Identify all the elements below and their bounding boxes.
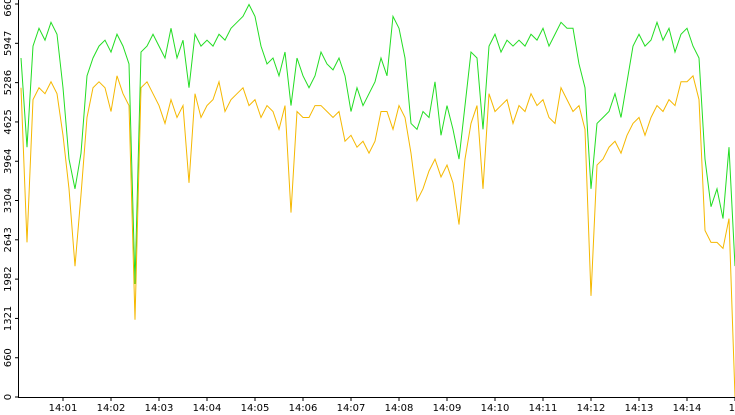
x-tick-label: 14:07 xyxy=(337,403,366,414)
series-line xyxy=(20,74,735,398)
x-tick-label: 14:03 xyxy=(145,403,174,414)
x-tick-label: 14 xyxy=(729,403,735,414)
y-tick-label: 5286 xyxy=(3,70,14,95)
x-tick-label: 14:01 xyxy=(49,403,78,414)
series-line xyxy=(20,3,735,285)
x-tick-label: 14:05 xyxy=(241,403,270,414)
x-tick-label: 14:04 xyxy=(193,403,222,414)
y-tick-label: 0 xyxy=(3,394,14,400)
x-tick-label: 14:06 xyxy=(289,403,318,414)
x-tick-label: 14:14 xyxy=(673,403,702,414)
y-tick-label: 4625 xyxy=(3,109,14,134)
x-tick-label: 14:09 xyxy=(433,403,462,414)
y-tick-label: 6608 xyxy=(3,0,14,17)
y-tick-label: 1982 xyxy=(3,266,14,291)
x-tick-label: 14:11 xyxy=(529,403,558,414)
x-tick-label: 14:12 xyxy=(577,403,606,414)
y-tick-label: 3964 xyxy=(3,149,14,174)
x-tick-label: 14:08 xyxy=(385,403,414,414)
x-tick-label: 14:10 xyxy=(481,403,510,414)
x-tick-label: 14:02 xyxy=(97,403,126,414)
y-tick-label: 660 xyxy=(3,348,14,367)
y-tick-label: 2643 xyxy=(3,227,14,252)
y-tick-label: 1321 xyxy=(3,306,14,331)
y-tick-label: 5947 xyxy=(3,31,14,56)
y-tick-label: 3304 xyxy=(3,188,14,213)
x-tick-label: 14:13 xyxy=(625,403,654,414)
